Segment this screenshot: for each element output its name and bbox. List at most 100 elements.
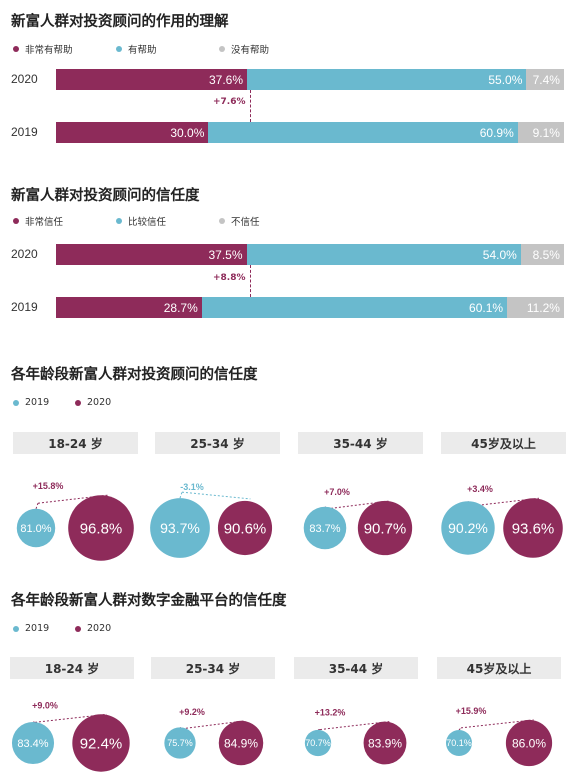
bubble-value-label: 93.7% xyxy=(160,520,200,536)
bar-value-label: 37.6% xyxy=(208,72,243,87)
bubble-2019 xyxy=(150,498,210,558)
legend-label: 非常有帮助 xyxy=(25,45,73,56)
legend-label: 2019 xyxy=(25,623,50,634)
bar-segment: 37.5% xyxy=(56,244,247,265)
change-connector xyxy=(250,90,251,122)
bar-value-label: 8.5% xyxy=(532,247,560,262)
bubble-value-label: 81.0% xyxy=(20,523,51,535)
year-label: 2019 xyxy=(11,300,38,314)
change-connector xyxy=(179,491,183,499)
change-connector xyxy=(35,503,39,509)
chart3-title: 各年龄段新富人群对投资顾问的信任度 xyxy=(11,367,258,383)
bubble-value-label: 93.6% xyxy=(512,520,555,537)
bar-segment: 11.2% xyxy=(507,297,564,318)
change-label: +9.2% xyxy=(179,707,205,717)
bubble-2019 xyxy=(303,506,347,550)
bar-segment: 8.5% xyxy=(520,244,564,265)
legend-item: 2019 xyxy=(13,623,75,634)
bar-value-label: 60.1% xyxy=(469,300,504,315)
bubble-value-label: 92.4% xyxy=(80,735,123,752)
change-label: +15.9% xyxy=(456,706,487,716)
change-label: +3.4% xyxy=(467,484,493,494)
legend-swatch xyxy=(116,218,122,224)
bubble-value-label: 83.9% xyxy=(368,736,402,750)
legend-swatch xyxy=(13,399,19,406)
bar-value-label: 7.4% xyxy=(532,72,560,87)
bubble-value-label: 90.7% xyxy=(364,520,407,537)
legend-swatch xyxy=(13,46,19,52)
age-group-header: 18-24 岁 xyxy=(10,657,134,679)
bar-segment: 60.1% xyxy=(201,297,508,318)
stacked-bar: 37.6% 55.0% 7.4% xyxy=(56,69,564,90)
age-group-header: 45岁及以上 xyxy=(441,432,566,454)
legend-swatch xyxy=(13,218,19,224)
legend-label: 2020 xyxy=(87,623,112,634)
stacked-bar: 28.7% 60.1% 11.2% xyxy=(56,297,564,318)
change-label: +15.8% xyxy=(33,481,64,491)
bubble-2020 xyxy=(218,720,264,766)
bubble-2019 xyxy=(164,727,196,759)
age-group-header: 35-44 岁 xyxy=(294,657,418,679)
chart4-title: 各年龄段新富人群对数字金融平台的信任度 xyxy=(11,593,287,609)
bubble-2020 xyxy=(503,498,563,558)
legend-item: 非常有帮助 xyxy=(13,42,116,56)
legend-label: 2020 xyxy=(87,397,112,408)
chart2-title: 新富人群对投资顾问的信任度 xyxy=(11,188,200,204)
chart2-legend: 非常信任 比较信任 不信任 xyxy=(13,214,260,228)
bubble-2020 xyxy=(217,500,273,556)
bar-value-label: 54.0% xyxy=(482,247,517,262)
bubble-2020 xyxy=(68,495,134,561)
year-label: 2019 xyxy=(11,125,38,139)
change-label: -3.1% xyxy=(180,482,204,492)
age-group-header: 25-34 岁 xyxy=(155,432,280,454)
stacked-bar: 30.0% 60.9% 9.1% xyxy=(56,122,564,143)
bubble-2020 xyxy=(363,721,407,765)
bubble-2020 xyxy=(357,500,413,556)
change-connector xyxy=(458,727,462,731)
bubble-value-label: 70.7% xyxy=(305,738,331,748)
bar-value-label: 11.2% xyxy=(526,300,560,315)
change-label: +7.6% xyxy=(213,97,246,107)
age-group-header: 18-24 岁 xyxy=(13,432,138,454)
chart1-legend: 非常有帮助 有帮助 没有帮助 xyxy=(13,42,269,56)
bubble-value-label: 75.7% xyxy=(167,738,193,748)
legend-item: 非常信任 xyxy=(13,214,116,228)
bar-value-label: 30.0% xyxy=(170,125,205,140)
change-label: +7.0% xyxy=(324,487,350,497)
bar-segment: 30.0% xyxy=(56,122,209,143)
bubble-value-label: 83.4% xyxy=(17,738,48,750)
bar-segment: 9.1% xyxy=(517,122,564,143)
change-connector xyxy=(250,265,251,297)
bubble-value-label: 86.0% xyxy=(512,736,546,750)
bubble-value-label: 90.2% xyxy=(448,520,488,536)
bubble-2020 xyxy=(505,719,553,767)
bar-value-label: 55.0% xyxy=(488,72,523,87)
bar-value-label: 9.1% xyxy=(532,125,560,140)
year-label: 2020 xyxy=(11,247,38,261)
bubble-value-label: 90.6% xyxy=(224,520,267,537)
bar-value-label: 60.9% xyxy=(479,125,514,140)
age-group-header: 45岁及以上 xyxy=(437,657,561,679)
legend-label: 不信任 xyxy=(231,217,260,228)
legend-swatch xyxy=(75,399,81,406)
change-label: +13.2% xyxy=(315,708,346,718)
legend-item: 有帮助 xyxy=(116,42,219,56)
bar-value-label: 37.5% xyxy=(208,247,243,262)
bar-segment: 54.0% xyxy=(246,244,521,265)
legend-item: 不信任 xyxy=(219,214,260,228)
chart3-legend: 2019 2020 xyxy=(13,397,111,408)
bubble-2019 xyxy=(445,729,473,757)
chart1-title: 新富人群对投资顾问的作用的理解 xyxy=(11,14,229,30)
change-connector xyxy=(181,491,251,500)
bubble-value-label: 84.9% xyxy=(224,736,258,750)
legend-item: 没有帮助 xyxy=(219,42,269,56)
change-label: +8.8% xyxy=(213,273,246,283)
bubble-value-label: 70.1% xyxy=(446,738,472,748)
bubble-2020 xyxy=(72,714,130,772)
chart4-legend: 2019 2020 xyxy=(13,623,111,634)
legend-item: 2019 xyxy=(13,397,75,408)
change-label: +9.0% xyxy=(32,700,58,710)
bubble-2019 xyxy=(16,508,56,548)
bubble-value-label: 96.8% xyxy=(80,520,123,537)
